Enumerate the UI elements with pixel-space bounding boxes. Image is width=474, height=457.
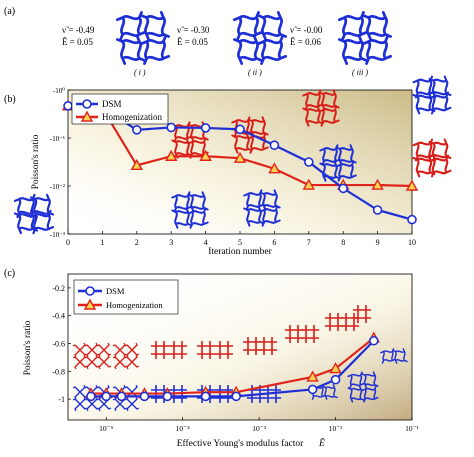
- b-ytick-label: -10⁰: [53, 87, 65, 95]
- panel-c-series: [84, 331, 380, 402]
- c-ytick-label: -0.4: [52, 312, 65, 321]
- c-xtick-label: 10⁻²: [329, 424, 343, 433]
- item-ii-E: Ẽ = 0.05: [177, 37, 208, 47]
- c-ytick-label: -0.6: [52, 340, 65, 349]
- item-i-E: Ẽ = 0.05: [62, 37, 93, 47]
- b-xtick-label: 2: [135, 238, 139, 247]
- structure-i-icon: [115, 10, 171, 66]
- c-point-dsm: [231, 391, 241, 402]
- panel-c-xlabel-math: Ẽ: [318, 437, 325, 449]
- c-ytick-label: -0.8: [52, 367, 65, 376]
- item-iii-E: Ẽ = 0.06: [290, 37, 321, 47]
- c-point-dsm: [330, 374, 341, 385]
- b-point-dsm: [407, 214, 417, 225]
- c-point-homog: [306, 370, 319, 382]
- b-point-homog: [371, 178, 384, 190]
- c-ytick-label: -0.2: [52, 284, 65, 293]
- c-point-dsm: [101, 391, 112, 402]
- panel-b-legend: DSM Homogenization: [71, 93, 169, 125]
- b-point-dsm: [132, 125, 142, 135]
- b-point-dsm: [235, 124, 245, 135]
- c-xtick-label: 10⁻⁴: [176, 424, 190, 433]
- b-xtick-label: 5: [238, 238, 242, 247]
- c-line-homog: [90, 337, 375, 395]
- legend-homog-label: Homogenization: [102, 112, 162, 122]
- b-point-homog: [268, 162, 281, 174]
- c-line-dsm: [90, 339, 375, 398]
- item-ii-tag: ( ii ): [248, 68, 262, 77]
- b-point-homog: [233, 151, 247, 163]
- panel-a: (a) ν̃ = -0.49 Ẽ = 0.05 ( i ) ν̃ = -0.30…: [4, 6, 393, 77]
- b-xtick-label: 6: [272, 238, 276, 247]
- b-point-homog: [130, 158, 143, 171]
- b-point-dsm: [63, 101, 73, 111]
- c-xtick-label: 10⁻³: [252, 424, 266, 433]
- structure-ii-icon: [232, 10, 288, 66]
- legend-dsm-label: DSM: [102, 99, 122, 109]
- legend-homog-marker: [80, 110, 94, 122]
- b-point-dsm: [338, 183, 349, 194]
- panel-b-ylabel: Poisson's ratio: [31, 134, 41, 189]
- c-xtick-label: 10⁻⁵: [99, 424, 113, 433]
- panel-c: (c): [4, 268, 419, 449]
- c-point-dsm: [139, 391, 150, 402]
- b-point-homog: [165, 149, 178, 161]
- b-xtick-label: 1: [100, 238, 104, 247]
- panel-b-label: (b): [4, 94, 16, 105]
- item-iii-nu: ν̃ = -0.00: [290, 25, 323, 35]
- c-point-dsm: [162, 391, 173, 402]
- structure-red-4-icon: [412, 138, 452, 178]
- panel-c-ylabel: Poisson's ratio: [23, 320, 33, 375]
- c-point-homog: [329, 362, 342, 374]
- c-xtick-label: 10⁻¹: [405, 424, 419, 433]
- panel-b-xlabel: Iteration number: [208, 247, 272, 257]
- c-point-dsm: [86, 391, 96, 402]
- c-point-dsm: [200, 391, 211, 402]
- b-ytick-label: -10⁻³: [50, 231, 65, 239]
- c-point-dsm: [116, 391, 127, 402]
- panel-c-xlabel: Effective Young's modulus factor: [177, 438, 304, 449]
- b-ytick-label: -10⁻²: [50, 183, 65, 191]
- panel-c-label: (c): [4, 268, 15, 279]
- item-i-tag: ( i ): [134, 68, 146, 77]
- b-point-homog: [199, 149, 212, 161]
- structure-blue-4-icon: [412, 75, 452, 115]
- b-xtick-label: 4: [204, 238, 208, 247]
- c-point-dsm: [368, 335, 379, 346]
- item-ii-nu: ν̃ = -0.30: [177, 25, 210, 35]
- b-xtick-label: 9: [376, 238, 380, 247]
- panel-b-axes: 0 1 2 3 4 5 6 7 8 9 10 -10⁰ -10⁻¹ -10⁻² -10⁻³: [50, 87, 416, 247]
- panel-c-axes: 10⁻⁵ 10⁻⁴ 10⁻³ 10⁻² 10⁻¹ -1 -0.8 -0.6 -0.4 -0.2: [52, 284, 419, 433]
- b-xtick-label: 3: [169, 238, 173, 247]
- b-ytick-label: -10⁻¹: [50, 135, 65, 143]
- panel-c-frame: [67, 273, 413, 421]
- legend-c-homog-marker: [83, 298, 97, 310]
- b-point-dsm: [372, 205, 383, 215]
- legend-dsm-marker: [82, 99, 92, 109]
- structure-iii-icon: [337, 10, 393, 66]
- item-iii-tag: ( iii ): [352, 68, 368, 77]
- panel-a-label: (a): [4, 6, 15, 17]
- b-point-homog: [405, 179, 419, 191]
- b-point-dsm: [269, 140, 280, 150]
- structure-left-icon: [13, 193, 55, 235]
- b-xtick-label: 0: [66, 238, 70, 247]
- b-xtick-label: 8: [341, 238, 345, 247]
- legend-c-dsm-label: DSM: [106, 286, 125, 296]
- legend-c-homog-label: Homogenization: [106, 300, 163, 310]
- legend-c-dsm-marker: [85, 286, 95, 296]
- item-i-nu: ν̃ = -0.49: [62, 25, 95, 35]
- b-xtick-label: 10: [408, 238, 416, 247]
- b-point-dsm: [200, 123, 211, 133]
- panel-c-legend: DSM Homogenization: [73, 279, 179, 315]
- b-point-homog: [302, 178, 315, 190]
- c-point-dsm: [307, 384, 318, 395]
- b-xtick-label: 7: [307, 238, 311, 247]
- b-point-dsm: [303, 157, 314, 167]
- b-point-dsm: [166, 122, 176, 133]
- c-ytick-label: -1: [58, 395, 65, 404]
- panel-b: (b): [4, 75, 452, 257]
